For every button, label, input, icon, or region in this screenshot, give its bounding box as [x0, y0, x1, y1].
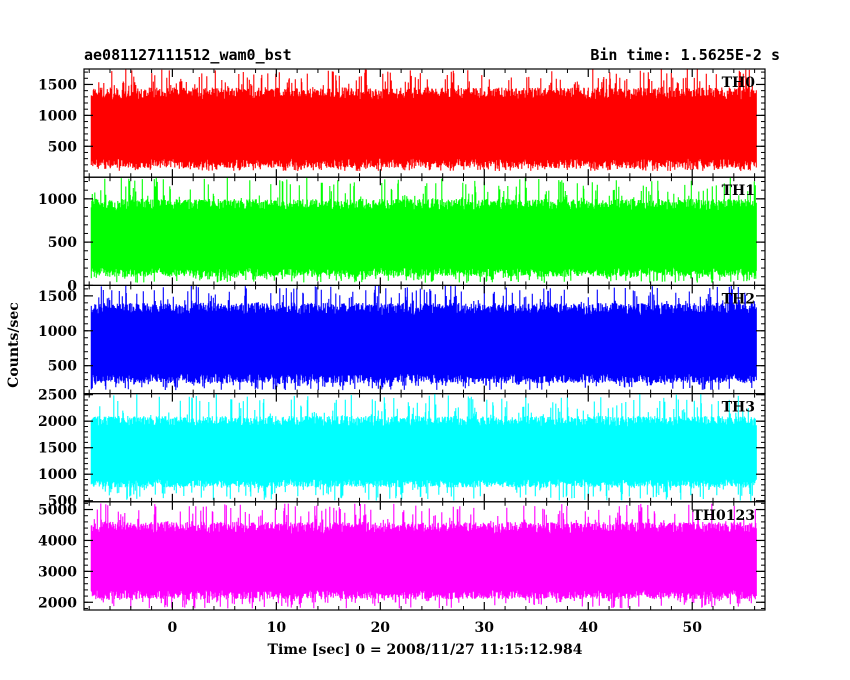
x-tick-label: 50 — [682, 620, 702, 636]
y-tick-label: 2000 — [38, 595, 77, 611]
panel-th2: 500 1000 1500 TH2 — [38, 284, 766, 395]
x-tick-label: 40 — [579, 620, 599, 636]
panel-th0: 500 1000 1500 TH0 — [38, 68, 766, 178]
y-tick-label: 3000 — [38, 564, 77, 580]
y-axis-label: Counts/sec — [6, 302, 22, 388]
y-tick-label: 500 — [48, 235, 77, 251]
panel-label-th0123: TH0123 — [692, 508, 755, 524]
panel-label-th0: TH0 — [722, 75, 756, 91]
y-tick-label: 2000 — [38, 414, 77, 430]
chart-title: ae081127111512_wam0_bst — [84, 46, 292, 64]
y-tick-label: 1500 — [38, 77, 77, 93]
series-th3-trace — [90, 393, 757, 501]
y-tick-label: 500 — [48, 494, 77, 510]
series-th0123-trace — [90, 503, 757, 609]
series-th2-trace — [90, 285, 757, 391]
y-tick-label: 1500 — [38, 289, 77, 305]
panel-th0123: 2000 3000 4000 5000 TH0123 — [38, 501, 766, 611]
panel-th1: 0 500 1000 TH1 — [38, 176, 766, 294]
x-tick-label: 10 — [267, 620, 287, 636]
y-tick-label: 1000 — [38, 108, 77, 124]
panel-label-th2: TH2 — [722, 291, 755, 307]
x-tick-label: 30 — [475, 620, 495, 636]
x-tick-label: 0 — [167, 620, 177, 636]
x-axis-label: Time [sec] 0 = 2008/11/27 11:15:12.984 — [268, 642, 583, 658]
x-tick-label: 20 — [371, 620, 391, 636]
series-th0-trace — [90, 69, 757, 171]
y-tick-label: 1500 — [38, 441, 77, 457]
y-tick-label: 500 — [48, 139, 77, 155]
y-tick-label: 500 — [48, 359, 77, 375]
panel-label-th3: TH3 — [722, 400, 755, 416]
y-tick-label: 1000 — [38, 467, 77, 483]
y-tick-label: 5000 — [38, 503, 77, 519]
panel-frame — [83, 501, 766, 611]
y-tick-label: 0 — [67, 278, 77, 294]
panel-label-th1: TH1 — [722, 183, 755, 199]
series-th1-trace — [90, 177, 757, 283]
y-tick-label: 1000 — [38, 324, 77, 340]
bin-time-label: Bin time: 1.5625E-2 s — [590, 46, 780, 64]
panel-th3: 500 1000 1500 2000 2500 TH3 — [38, 388, 766, 510]
y-tick-label: 4000 — [38, 533, 77, 549]
y-tick-label: 1000 — [38, 192, 77, 208]
y-tick-label: 2500 — [38, 388, 77, 404]
